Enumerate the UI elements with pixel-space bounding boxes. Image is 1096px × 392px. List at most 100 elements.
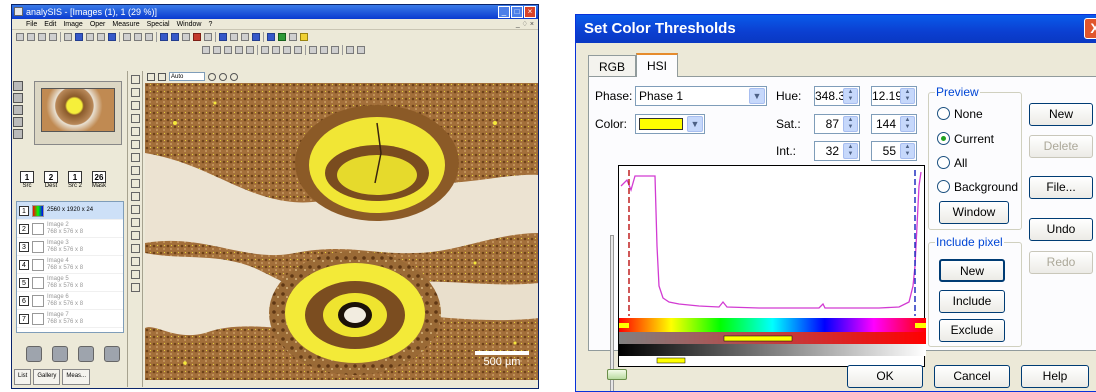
histogram-icon[interactable]: [219, 32, 227, 41]
menu-window[interactable]: Window: [176, 21, 202, 28]
menu-help[interactable]: ?: [208, 21, 213, 28]
help-button[interactable]: Help: [1021, 365, 1089, 388]
angle-icon[interactable]: [131, 140, 140, 149]
layout-5-icon[interactable]: [246, 45, 254, 54]
list-item[interactable]: 4 Image 4 768 x 576 x 8: [17, 256, 123, 274]
acquire-icon[interactable]: [49, 32, 57, 41]
wand-icon[interactable]: [131, 244, 140, 253]
poly-tool-icon[interactable]: [331, 45, 339, 54]
eraser-icon[interactable]: [78, 346, 94, 362]
include-button[interactable]: Include: [939, 290, 1005, 313]
ellipse-icon[interactable]: [131, 205, 140, 214]
list-item[interactable]: 2 Image 2 768 x 576 x 8: [17, 220, 123, 238]
count-tool-icon[interactable]: [346, 45, 354, 54]
maximize-button[interactable]: □: [511, 6, 523, 18]
cancel-button[interactable]: Cancel: [934, 365, 1010, 388]
save-icon[interactable]: [38, 32, 46, 41]
filter-icon[interactable]: [182, 32, 190, 41]
arrow-icon[interactable]: [131, 257, 140, 266]
vertical-measure-icon[interactable]: [131, 101, 140, 110]
new-file-icon[interactable]: [16, 32, 24, 41]
overlay-icon[interactable]: [289, 32, 297, 41]
tab-hsi[interactable]: HSI: [636, 53, 679, 77]
preview-none-radio[interactable]: None: [937, 107, 983, 121]
intensity-slider-track[interactable]: [610, 235, 614, 391]
cancel-tool-icon[interactable]: [193, 32, 201, 41]
undo-button[interactable]: Undo: [1029, 218, 1093, 241]
grid-toggle-icon[interactable]: [158, 72, 166, 81]
tab-list[interactable]: List: [14, 369, 32, 385]
text-icon[interactable]: [131, 270, 140, 279]
menu-special[interactable]: Special: [146, 21, 170, 28]
frame-icon[interactable]: [145, 32, 153, 41]
live-icon[interactable]: [86, 32, 94, 41]
mdi-controls[interactable]: _ ♢ ×: [515, 21, 534, 28]
stamp-icon[interactable]: [52, 346, 68, 362]
hue-low-spinner[interactable]: 348.3 ▲ ▼: [814, 86, 860, 106]
tab-gallery[interactable]: Gallery: [33, 369, 61, 385]
info-icon[interactable]: [13, 93, 23, 103]
stamp-tool-icon[interactable]: [131, 283, 140, 292]
exclude-button[interactable]: Exclude: [939, 319, 1005, 342]
circle-icon[interactable]: [131, 192, 140, 201]
fit-icon[interactable]: [147, 72, 155, 81]
slot-src[interactable]: 1 Src: [16, 171, 38, 197]
menu-measure[interactable]: Measure: [112, 21, 140, 28]
hue-histogram[interactable]: [618, 165, 926, 367]
file-button[interactable]: File...: [1029, 176, 1093, 199]
camera-icon[interactable]: [75, 32, 83, 41]
phase-select[interactable]: Phase 1 ▼: [635, 86, 767, 106]
preview-current-radio[interactable]: Current: [937, 132, 994, 146]
menu-file[interactable]: File: [26, 21, 38, 28]
ok-button[interactable]: OK: [847, 365, 923, 388]
int-low-spinner[interactable]: 32 ▲ ▼: [814, 141, 860, 161]
paste-icon[interactable]: [134, 32, 142, 41]
rect-tool-icon[interactable]: [283, 45, 291, 54]
close-button[interactable]: ×: [524, 6, 536, 18]
zoom-icon[interactable]: [252, 32, 260, 41]
slot-dest[interactable]: 2 Dest: [44, 171, 58, 189]
copy-icon[interactable]: [123, 32, 131, 41]
sort-icon[interactable]: [204, 32, 212, 41]
ellipse-tool-icon[interactable]: [294, 45, 302, 54]
text-tool-icon[interactable]: [309, 45, 317, 54]
polygon-icon[interactable]: [131, 218, 140, 227]
color-select[interactable]: ▼: [635, 114, 705, 134]
new-phase-button[interactable]: New: [1029, 103, 1093, 126]
hue-high-spinner[interactable]: 12.19 ▲ ▼: [871, 86, 917, 106]
stack-icon[interactable]: [13, 117, 23, 127]
diamond-icon[interactable]: [131, 179, 140, 188]
preview-background-radio[interactable]: Background: [937, 180, 1018, 194]
report-icon[interactable]: [171, 32, 179, 41]
minimize-button[interactable]: _: [498, 6, 510, 18]
layout-4-icon[interactable]: [235, 45, 243, 54]
microscope-image[interactable]: 500 µm: [145, 83, 538, 381]
slot-mask[interactable]: 26 Mask: [91, 171, 107, 189]
layout-2-icon[interactable]: [213, 45, 221, 54]
preview-all-radio[interactable]: All: [937, 156, 967, 170]
delete-phase-button[interactable]: Delete: [1029, 135, 1093, 158]
zoom-out-icon[interactable]: [219, 72, 227, 81]
list-item[interactable]: 3 Image 3 768 x 576 x 8: [17, 238, 123, 256]
tab-rgb[interactable]: RGB: [588, 55, 637, 77]
profile-icon[interactable]: [230, 32, 238, 41]
measure-line-icon[interactable]: [131, 88, 140, 97]
rectangle-icon[interactable]: [131, 166, 140, 175]
zoom-in-icon[interactable]: [208, 72, 216, 81]
menu-edit[interactable]: Edit: [44, 21, 57, 28]
layers-icon[interactable]: [13, 129, 23, 139]
sat-low-spinner[interactable]: 87 ▲ ▼: [814, 114, 860, 134]
intensity-slider-thumb[interactable]: [607, 369, 627, 380]
navigator-thumbnail[interactable]: [34, 81, 122, 145]
layout-3-icon[interactable]: [224, 45, 232, 54]
triangle-icon[interactable]: [131, 153, 140, 162]
cube-icon[interactable]: [104, 346, 120, 362]
polyline-icon[interactable]: [131, 127, 140, 136]
measure-icon[interactable]: [160, 32, 168, 41]
freehand-icon[interactable]: [131, 231, 140, 240]
print-icon[interactable]: [64, 32, 72, 41]
zoom-reset-icon[interactable]: [230, 72, 238, 81]
phase-icon[interactable]: [278, 32, 286, 41]
sat-high-spinner[interactable]: 144 ▲ ▼: [871, 114, 917, 134]
layout-1-icon[interactable]: [202, 45, 210, 54]
